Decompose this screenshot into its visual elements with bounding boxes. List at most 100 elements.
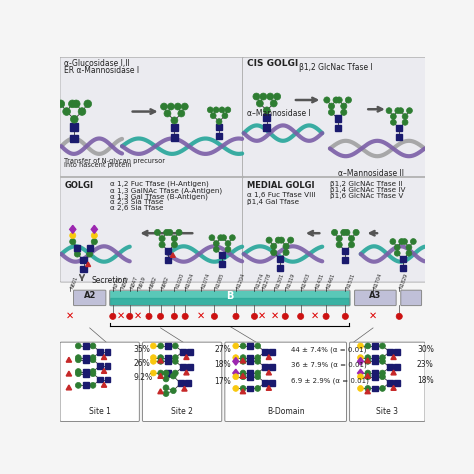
Polygon shape [184,370,189,375]
Circle shape [240,374,246,380]
Circle shape [380,358,385,364]
Text: Transfer of N-glycan precursor: Transfer of N-glycan precursor [64,158,165,164]
Polygon shape [91,225,97,233]
Bar [81,266,87,273]
Circle shape [406,250,412,256]
Circle shape [346,97,352,103]
Circle shape [255,374,261,380]
Text: N919: N919 [137,275,146,290]
Text: α 1,2 Fuc Tfase (H-Antigen): α 1,2 Fuc Tfase (H-Antigen) [110,181,209,187]
Polygon shape [240,374,246,378]
Circle shape [328,103,335,109]
Polygon shape [365,389,370,394]
Circle shape [240,343,246,349]
Bar [277,265,283,271]
Bar [165,248,171,254]
Circle shape [391,114,396,119]
Circle shape [323,313,329,319]
Polygon shape [184,355,189,359]
FancyBboxPatch shape [60,342,139,421]
Circle shape [170,373,176,379]
Bar [335,115,341,121]
Bar [372,358,378,364]
Circle shape [75,355,81,361]
Circle shape [150,370,156,376]
Bar [97,363,103,369]
Circle shape [158,355,164,361]
Circle shape [282,313,288,319]
Circle shape [255,355,261,361]
Text: β1,4 Gal Tfase: β1,4 Gal Tfase [247,199,299,205]
Text: ✕: ✕ [117,310,125,320]
Polygon shape [391,370,396,375]
Bar [97,349,103,355]
Circle shape [386,108,392,114]
Circle shape [74,251,81,257]
FancyBboxPatch shape [355,290,396,306]
Circle shape [273,93,281,100]
Polygon shape [101,369,107,374]
Circle shape [163,385,169,391]
Bar [165,257,171,263]
FancyBboxPatch shape [243,57,426,177]
Polygon shape [266,355,272,359]
Circle shape [341,109,347,115]
Bar [372,370,378,376]
Text: ER α-Mannosidase I: ER α-Mannosidase I [64,66,139,75]
Bar [396,134,402,140]
Circle shape [233,313,239,319]
Text: β1,2 GlcNac Tfase I: β1,2 GlcNac Tfase I [299,63,373,72]
Circle shape [171,117,178,124]
Circle shape [171,313,177,319]
Polygon shape [233,357,239,365]
Circle shape [173,355,178,361]
Circle shape [219,107,225,113]
Circle shape [91,232,97,238]
Circle shape [75,369,81,374]
Circle shape [159,242,165,248]
Polygon shape [357,357,364,365]
Polygon shape [391,355,396,359]
Text: N776: N776 [113,275,122,290]
Circle shape [240,370,246,376]
Circle shape [163,391,169,397]
Circle shape [158,358,164,364]
Circle shape [70,238,76,245]
Circle shape [333,97,339,103]
Text: Site 3: Site 3 [376,408,398,417]
Text: GOLGI: GOLGI [64,181,93,190]
Circle shape [161,103,167,110]
Circle shape [159,236,165,242]
Bar [71,123,78,131]
Polygon shape [66,357,72,362]
Text: Site 2: Site 2 [171,408,193,417]
Circle shape [84,100,91,108]
Circle shape [233,355,239,361]
Bar [372,374,378,380]
Text: A3: A3 [369,291,382,300]
Text: N982: N982 [161,275,170,290]
Circle shape [402,119,408,125]
Text: B: B [226,291,234,301]
Bar [165,358,171,364]
Circle shape [170,388,176,393]
Circle shape [173,370,178,376]
Circle shape [348,236,355,242]
Circle shape [240,358,246,364]
Text: 27%: 27% [214,345,231,354]
Circle shape [146,313,152,319]
Text: α 2,6 Sia Tfase: α 2,6 Sia Tfase [110,206,164,211]
Bar [82,357,89,363]
Circle shape [380,385,385,392]
Circle shape [218,235,224,241]
Text: N847: N847 [130,275,139,290]
Circle shape [270,100,277,107]
Bar [264,124,270,131]
FancyBboxPatch shape [60,57,243,177]
Bar [171,134,178,141]
Circle shape [394,245,400,250]
Polygon shape [158,374,163,378]
Text: N803: N803 [120,275,130,290]
Bar [87,245,93,251]
Text: 35%: 35% [134,345,150,354]
